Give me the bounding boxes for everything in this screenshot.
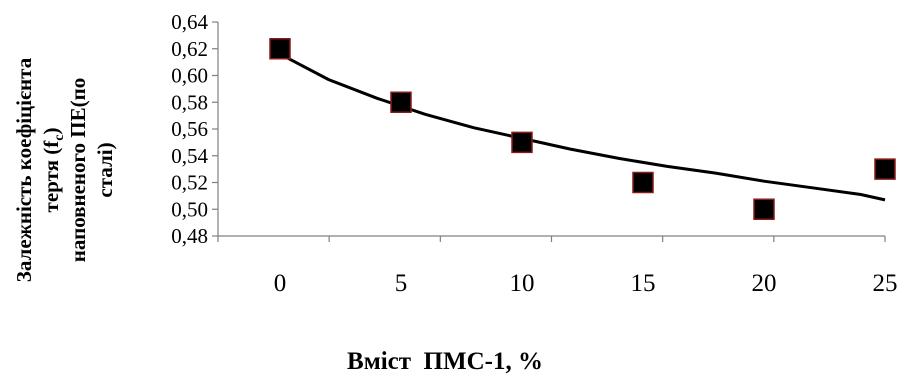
x-tick-label: 10 <box>510 270 535 297</box>
y-tick-label: 0,60 <box>171 64 208 88</box>
data-point-marker <box>874 158 896 180</box>
x-tick-label: 5 <box>395 270 408 297</box>
y-tick-label: 0,62 <box>171 37 208 61</box>
data-point-marker <box>390 91 412 113</box>
y-axis-title-part-b: ) <box>39 128 63 135</box>
data-point-marker <box>632 171 654 194</box>
data-markers <box>269 38 896 220</box>
data-point-marker <box>269 38 291 60</box>
x-tick-label: 15 <box>631 270 656 297</box>
y-tick-label: 0,58 <box>171 90 208 114</box>
y-axis-ticks: 0,48 0,500,52 0,54 0,56 0,580,60 0,62 0,64 <box>171 10 218 248</box>
y-tick-label: 0,48 <box>171 224 208 248</box>
data-point-marker <box>753 198 775 220</box>
x-tick-label: 20 <box>752 270 777 297</box>
y-tick-label: 0,56 <box>171 117 208 141</box>
x-axis-ticks: 0 5 10 15 20 25 <box>217 236 898 297</box>
x-axis-title: Вміст ПМС-1, % <box>347 348 543 375</box>
x-tick-label: 25 <box>873 270 898 297</box>
y-tick-label: 0,64 <box>171 10 208 34</box>
y-axis-title-part-a: тертя (f <box>39 140 63 213</box>
x-tick-label: 0 <box>274 270 287 297</box>
y-tick-label: 0,54 <box>171 144 208 168</box>
trend-line <box>279 52 886 202</box>
data-point-marker <box>511 131 533 154</box>
y-tick-label: 0,50 <box>171 197 208 221</box>
y-axis-title-subscript: c <box>52 135 67 141</box>
y-axis-title: Залежність коефіцієнта тертя (fc) наповн… <box>12 57 117 282</box>
y-axis-title-line-4: сталі) <box>93 142 117 197</box>
y-axis-title-line-1: Залежність коефіцієнта <box>12 57 36 282</box>
y-axis-title-line-2: тертя (fc) <box>39 128 67 213</box>
y-axis-title-line-3: наповненого ПЕ(по <box>66 78 90 262</box>
y-tick-label: 0,52 <box>171 171 208 195</box>
